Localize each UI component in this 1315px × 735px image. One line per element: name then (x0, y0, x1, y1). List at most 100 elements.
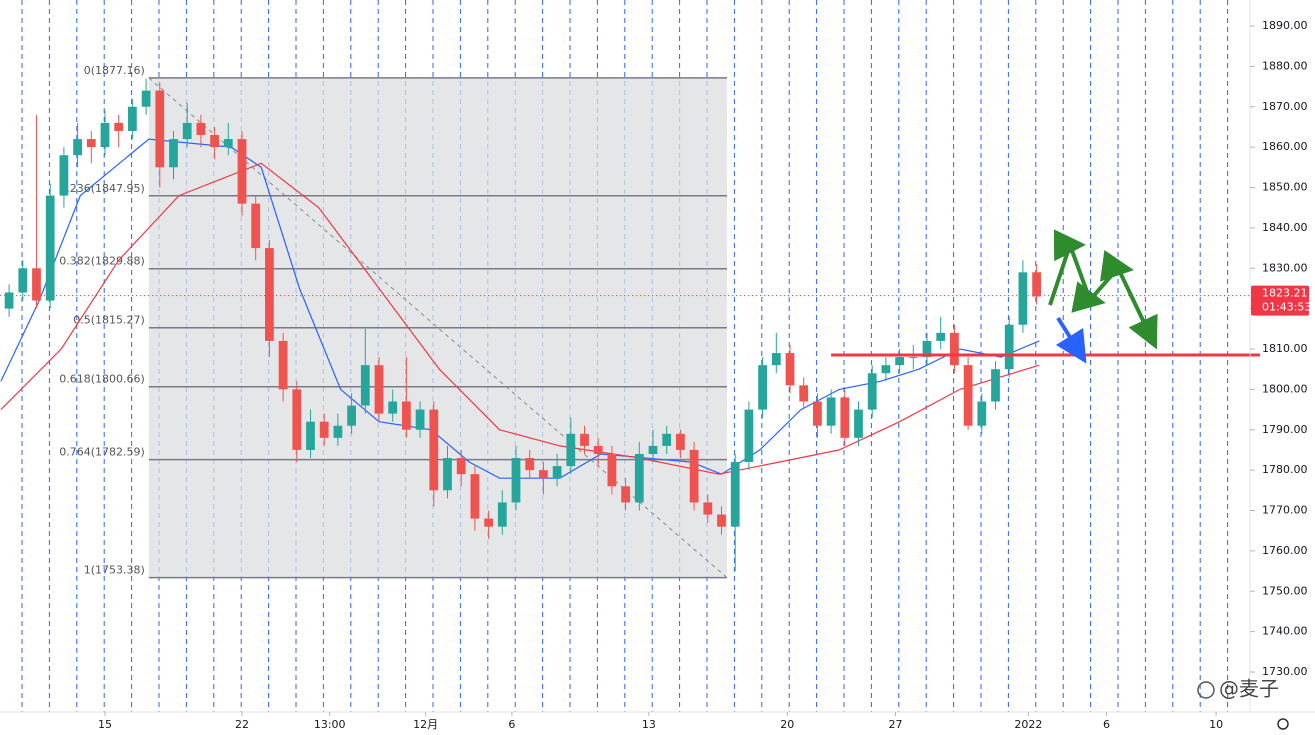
candle-body (1004, 324, 1014, 370)
candle-body (717, 514, 726, 527)
candle-body (292, 389, 302, 450)
candle-body (593, 445, 603, 454)
candle-body (908, 357, 918, 359)
candle-body (648, 445, 658, 454)
candle-body (4, 292, 14, 309)
price-label-box (1251, 285, 1309, 316)
candle-body (484, 518, 493, 527)
x-tick-label: 10 (1209, 718, 1223, 731)
x-tick-label: 22 (235, 718, 249, 731)
candle-body (799, 385, 809, 402)
candle-body (895, 357, 904, 366)
watermark-text: @麦子 (1219, 677, 1279, 701)
candle-body (223, 139, 233, 148)
candle-body (497, 502, 507, 527)
candle-body (991, 369, 1000, 402)
candle-body (881, 365, 891, 374)
candle-body (511, 458, 521, 503)
y-tick-label: 1860.00 (1262, 140, 1308, 153)
candle-body (45, 195, 55, 301)
fib-label: 0.236(1847.95) (59, 182, 145, 195)
y-tick-label: 1890.00 (1262, 19, 1308, 32)
candle-body (813, 401, 822, 426)
candle-body (114, 122, 124, 131)
candle-body (169, 139, 178, 168)
x-tick-label: 13:00 (314, 718, 346, 731)
candle-body (634, 453, 644, 503)
y-tick-label: 1770.00 (1262, 504, 1308, 517)
y-tick-label: 1740.00 (1262, 625, 1308, 638)
candle-body (730, 462, 740, 527)
candle-body (744, 409, 754, 463)
forecast-arrow (1048, 229, 1158, 350)
candle-body (840, 397, 850, 438)
price-label: 1823.21 (1262, 287, 1308, 300)
candle-body (470, 474, 480, 519)
y-tick-label: 1850.00 (1262, 181, 1308, 194)
candle-body (922, 340, 932, 358)
candle-body (785, 353, 795, 386)
candle-body (662, 433, 672, 446)
y-tick-label: 1880.00 (1262, 59, 1308, 72)
watermark: @麦子 (1197, 677, 1279, 701)
candle-body (182, 122, 192, 140)
candle-body (374, 365, 384, 414)
candle-body (402, 401, 411, 430)
candle-body (867, 373, 877, 410)
candle-body (415, 409, 425, 430)
candle-body (306, 421, 315, 450)
candle-body (319, 421, 329, 438)
candle-body (100, 122, 110, 148)
y-tick-label: 1790.00 (1262, 423, 1308, 436)
y-tick-label: 1800.00 (1262, 382, 1308, 395)
fib-label: 0.5(1815.27) (73, 314, 145, 327)
candle-body (621, 486, 630, 503)
candle-body (141, 90, 151, 107)
y-tick-label: 1750.00 (1262, 584, 1308, 597)
fib-label: 0(1877.16) (84, 64, 145, 77)
y-tick-label: 1730.00 (1262, 665, 1308, 678)
candle-body (265, 248, 274, 341)
y-tick-label: 1840.00 (1262, 221, 1308, 234)
x-tick-label: 12月 (413, 718, 438, 731)
candle-body (18, 268, 28, 293)
candle-body (1032, 272, 1041, 297)
candle-body (771, 353, 781, 366)
candle-body (443, 458, 452, 491)
candle-body (347, 405, 356, 426)
candle-body (32, 268, 41, 301)
y-tick-label: 1780.00 (1262, 463, 1308, 476)
x-tick-label: 27 (888, 718, 902, 731)
candle-body (826, 397, 836, 426)
x-tick-label: 15 (98, 718, 112, 731)
watermark-icon (1197, 681, 1215, 699)
x-tick-label: 2022 (1014, 718, 1042, 731)
candle-body (429, 409, 439, 491)
candle-body (854, 409, 863, 438)
candle-body (196, 122, 206, 136)
candle-body (539, 470, 548, 479)
y-tick-label: 1760.00 (1262, 544, 1308, 557)
candle-body (210, 135, 219, 148)
candle-body (1018, 272, 1028, 325)
candle-body (566, 433, 576, 467)
candle-body (456, 458, 466, 475)
y-tick-label: 1870.00 (1262, 100, 1308, 113)
x-tick-label: 13 (642, 718, 656, 731)
candle-body (360, 365, 370, 406)
candle-body (676, 433, 685, 450)
y-tick-label: 1830.00 (1262, 261, 1308, 274)
fib-label: 0.618(1800.66) (59, 373, 145, 386)
candle-body (580, 433, 589, 446)
candle-body (128, 106, 137, 131)
settings-icon[interactable] (1277, 718, 1289, 730)
y-tick-label: 1810.00 (1262, 342, 1308, 355)
candle-body (963, 365, 973, 426)
x-tick-label: 20 (780, 718, 794, 731)
fib-label: 0.764(1782.59) (59, 446, 145, 459)
candle-body (155, 90, 165, 168)
candle-body (607, 453, 617, 487)
fib-label: 0.382(1829.88) (59, 255, 145, 268)
candle-body (758, 365, 767, 410)
